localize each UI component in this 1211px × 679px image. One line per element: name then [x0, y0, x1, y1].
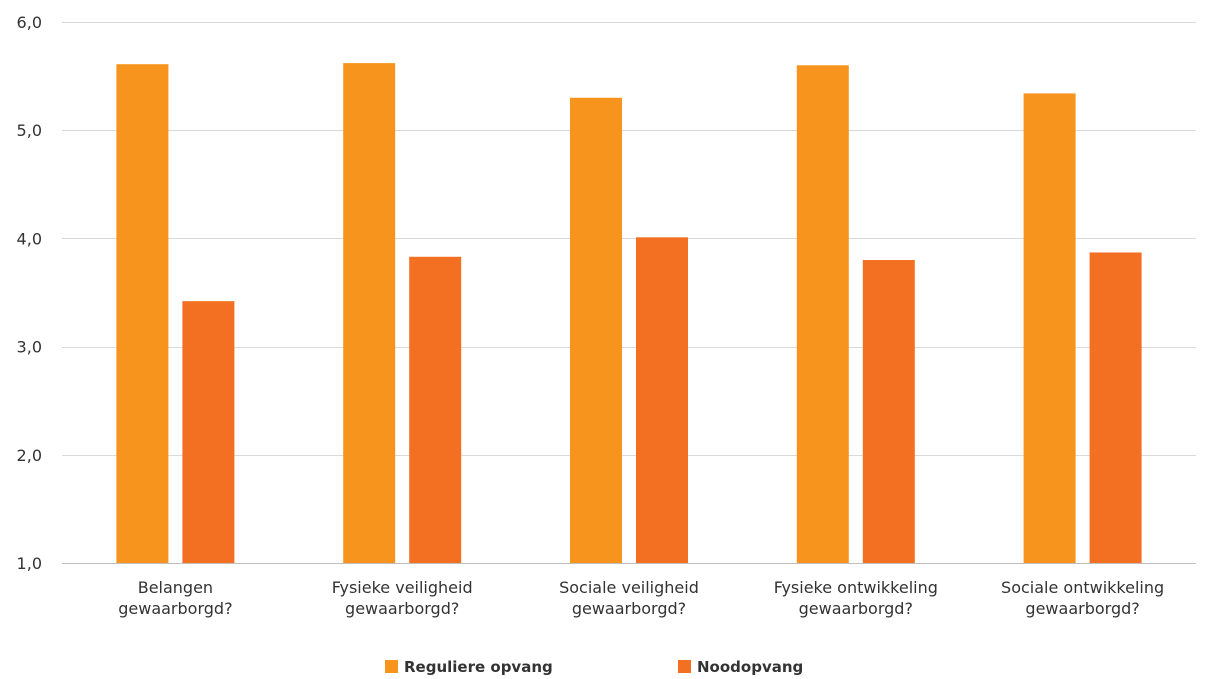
legend-label: Noodopvang — [697, 658, 803, 676]
x-category-label: Belangen — [138, 578, 213, 597]
legend-swatch — [678, 660, 691, 673]
legend: Reguliere opvang Noodopvang — [385, 658, 803, 676]
y-tick-label: 5,0 — [17, 121, 42, 140]
legend-label: Reguliere opvang — [404, 658, 553, 676]
gridlines — [62, 22, 1196, 564]
x-category-label: gewaarborgd? — [118, 599, 232, 618]
y-tick-label: 4,0 — [17, 229, 42, 248]
y-axis-tick-labels: 1,0 2,0 3,0 4,0 5,0 6,0 — [17, 13, 42, 573]
x-axis-category-labels: Belangen gewaarborgd? Fysieke veiligheid ge… — [118, 578, 1164, 618]
y-tick-label: 1,0 — [17, 554, 42, 573]
y-tick-label: 3,0 — [17, 338, 42, 357]
bar-noodopvang — [1089, 252, 1142, 563]
bar-reguliere-opvang — [796, 65, 849, 563]
legend-swatch — [385, 660, 398, 673]
x-category-label: Fysieke ontwikkeling — [774, 578, 938, 597]
x-category-label: gewaarborgd? — [799, 599, 913, 618]
bar-noodopvang — [182, 301, 235, 563]
bar-reguliere-opvang — [116, 64, 169, 563]
y-tick-label: 2,0 — [17, 446, 42, 465]
x-category-label: Sociale ontwikkeling — [1001, 578, 1164, 597]
bar-noodopvang — [636, 237, 688, 563]
bar-noodopvang — [409, 256, 462, 563]
bar-noodopvang — [862, 260, 915, 563]
x-category-label: gewaarborgd? — [345, 599, 459, 618]
y-tick-label: 6,0 — [17, 13, 42, 32]
x-category-label: Fysieke veiligheid — [332, 578, 473, 597]
x-category-label: gewaarborgd? — [572, 599, 686, 618]
bar-reguliere-opvang — [570, 97, 622, 564]
bar-reguliere-opvang — [1023, 93, 1076, 564]
bar-reguliere-opvang — [343, 63, 396, 564]
bars — [116, 63, 1142, 564]
x-category-label: gewaarborgd? — [1025, 599, 1139, 618]
x-category-label: Sociale veiligheid — [559, 578, 699, 597]
